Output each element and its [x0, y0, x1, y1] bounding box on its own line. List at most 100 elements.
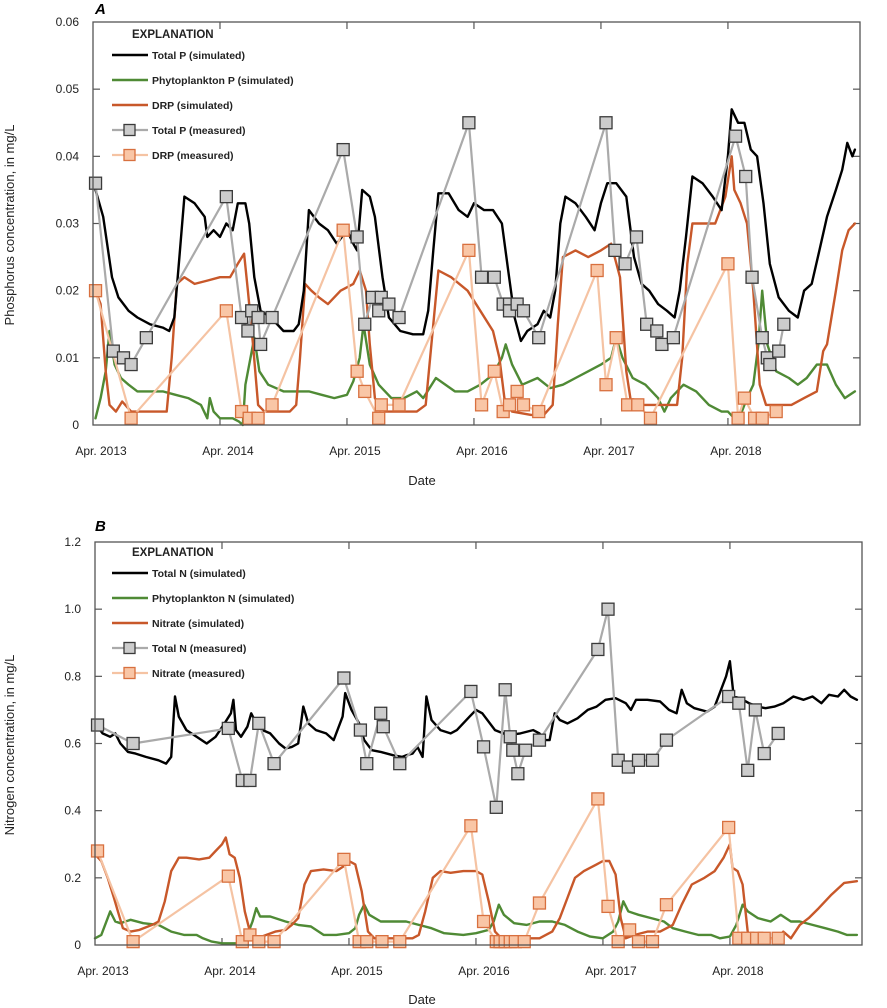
data-point-marker: [234, 310, 249, 325]
data-point-marker: [253, 337, 268, 352]
series-line-total-p-simulated: [94, 108, 857, 343]
x-tick-label: Apr. 2018: [712, 964, 764, 978]
data-point-marker: [336, 223, 350, 237]
data-point-marker: [532, 331, 546, 345]
data-point-marker: [731, 411, 745, 425]
data-point-marker: [124, 357, 138, 372]
data-point-marker: [763, 357, 777, 372]
data-point-marker: [621, 760, 635, 774]
data-point-marker: [722, 689, 736, 704]
data-point-marker: [645, 934, 660, 949]
legend-entry: Phytoplankton P (simulated): [112, 75, 294, 87]
y-tick-label: 0: [74, 938, 81, 952]
data-point-marker: [650, 324, 664, 338]
x-tick-label: Apr. 2015: [331, 964, 383, 978]
legend-entry: DRP (simulated): [112, 100, 233, 112]
data-point-marker: [474, 398, 489, 412]
data-point-marker: [728, 129, 743, 143]
x-axis-title: Date: [408, 473, 435, 488]
data-point-marker: [219, 189, 233, 204]
data-point-marker: [360, 934, 374, 949]
data-point-marker: [757, 746, 771, 761]
panel-a: A Phosphorus concentration, in mg/L Date…: [2, 1, 861, 488]
data-point-marker: [609, 331, 623, 345]
legend-marker: [123, 148, 136, 162]
y-tick-label: 0.4: [64, 804, 81, 818]
data-point-marker: [124, 411, 138, 425]
data-point-marker: [350, 364, 364, 378]
data-point-marker: [372, 304, 386, 318]
data-point-marker: [611, 934, 625, 949]
data-point-marker: [601, 602, 615, 616]
legend-title: EXPLANATION: [132, 547, 214, 559]
data-point-marker: [360, 757, 374, 771]
data-point-marker: [732, 696, 746, 710]
data-point-marker: [666, 331, 680, 345]
legend-entry: DRP (measured): [112, 148, 234, 162]
legend-label: Total P (simulated): [152, 50, 245, 62]
legend-label: DRP (measured): [152, 150, 234, 162]
y-axis-title: Nitrogen concentration, in mg/L: [2, 655, 17, 836]
data-point-marker: [517, 934, 531, 949]
series-line-phytoplankton-n-simulated: [93, 900, 859, 945]
data-point-marker: [251, 310, 265, 325]
y-tick-label: 0.8: [64, 669, 81, 683]
data-point-marker: [771, 931, 785, 945]
legend-entry: Total N (simulated): [112, 568, 246, 580]
data-point-marker: [88, 284, 103, 298]
data-point-marker: [376, 720, 390, 734]
data-point-marker: [629, 230, 644, 244]
data-point-marker: [532, 733, 547, 747]
data-point-marker: [741, 763, 755, 778]
data-point-marker: [106, 344, 120, 358]
data-point-marker: [532, 404, 546, 419]
data-point-marker: [393, 757, 407, 771]
data-point-marker: [601, 899, 615, 914]
legend-entry: Nitrate (simulated): [112, 618, 244, 630]
legend-entry: Nitrate (measured): [112, 666, 245, 680]
data-point-marker: [476, 740, 491, 754]
data-point-marker: [516, 304, 531, 318]
legend-label: DRP (simulated): [152, 100, 233, 112]
data-point-marker: [90, 718, 105, 732]
legend-title: EXPLANATION: [132, 29, 214, 41]
data-point-marker: [265, 310, 279, 325]
data-point-marker: [337, 852, 351, 867]
data-point-marker: [502, 398, 517, 412]
data-point-marker: [374, 398, 388, 412]
data-point-marker: [659, 733, 674, 747]
axis-ticks: 0 0.2 0.4 0.6 0.8 1.0 1.2 Apr. 2013 Apr. 2014 Apr…: [64, 535, 862, 978]
data-point-marker: [655, 337, 669, 352]
data-point-marker: [337, 671, 351, 685]
data-point-marker: [640, 317, 654, 331]
data-point-marker: [591, 642, 605, 657]
data-point-marker: [265, 398, 279, 412]
x-tick-label: Apr. 2017: [585, 964, 637, 978]
data-point-marker: [126, 934, 140, 949]
y-tick-label: 1.2: [64, 535, 81, 549]
data-point-marker: [393, 934, 407, 949]
legend-entry: Total P (simulated): [112, 50, 245, 62]
data-point-marker: [139, 331, 153, 345]
plot-frame: [92, 21, 861, 426]
data-point-marker: [489, 800, 503, 814]
data-point-marker: [375, 934, 389, 949]
series-line-drp-measured: [94, 229, 778, 420]
data-point-marker: [737, 391, 752, 405]
data-point-marker: [90, 844, 105, 858]
y-tick-label: 0.04: [56, 149, 80, 163]
y-tick-label: 0.02: [56, 284, 80, 298]
data-point-marker: [745, 270, 759, 284]
data-point-marker: [645, 753, 660, 767]
data-point-marker: [599, 116, 613, 130]
panel-b: B Nitrogen concentration, in mg/L Date 0…: [2, 518, 863, 1007]
data-point-marker: [611, 753, 625, 767]
legend-marker: [123, 641, 136, 655]
data-point-marker: [462, 243, 476, 258]
y-tick-label: 0: [72, 418, 79, 432]
legend-label: Total N (simulated): [152, 568, 246, 580]
data-point-marker: [498, 683, 512, 697]
legend-entry: Phytoplankton N (simulated): [112, 593, 294, 605]
legend-label: Nitrate (simulated): [152, 618, 244, 630]
